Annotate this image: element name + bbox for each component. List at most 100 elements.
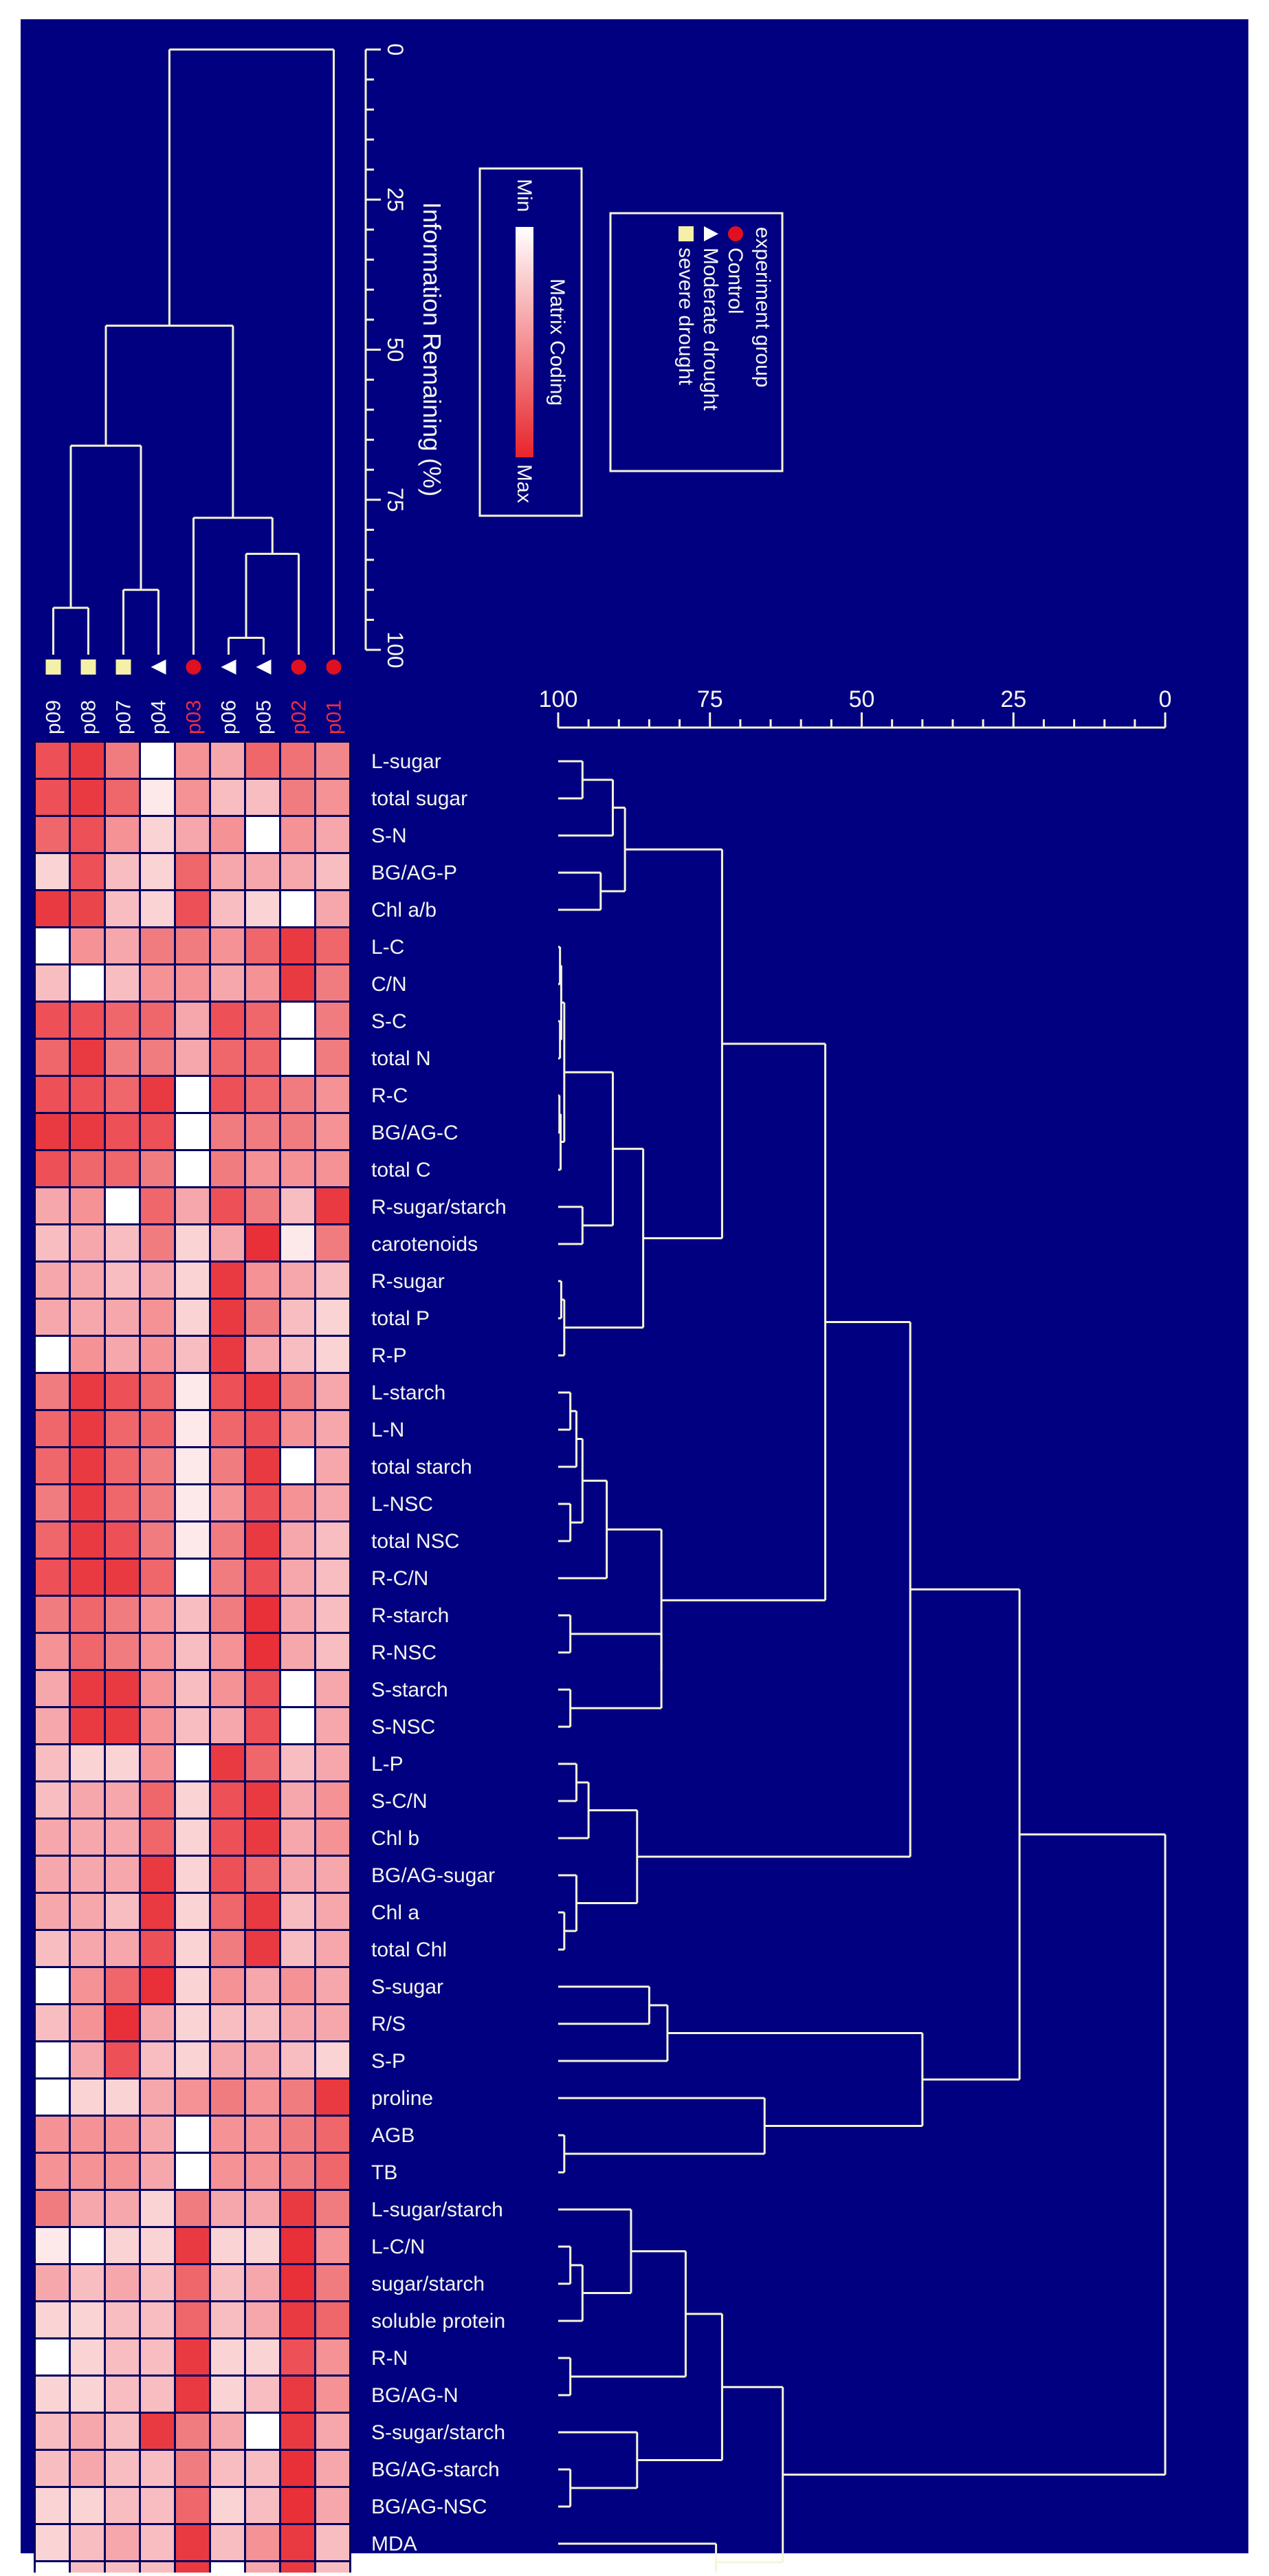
heatmap-cell (106, 2042, 139, 2077)
heatmap-cell (211, 1560, 244, 1595)
heatmap-cell (141, 1448, 174, 1483)
heatmap-cell (141, 780, 174, 815)
heatmap-cell (71, 2377, 104, 2412)
heatmap-cell (141, 1820, 174, 1855)
row-label: L-NSC (371, 1493, 433, 1516)
heatmap-cell (246, 1077, 279, 1112)
heatmap-cell (71, 1968, 104, 2003)
heatmap-cell (141, 2154, 174, 2189)
heatmap-cell (36, 1188, 69, 1223)
heatmap-cell (211, 1931, 244, 1966)
heatmap-cell (246, 1411, 279, 1446)
heatmap-cell (106, 1522, 139, 1558)
row-axis-tick-label: 0 (1159, 686, 1172, 712)
heatmap-cell (176, 1374, 209, 1409)
heatmap-cell (106, 2228, 139, 2263)
heatmap-cell (281, 1894, 314, 1929)
group-legend-title: experiment group (751, 227, 774, 387)
heatmap-cell (211, 1114, 244, 1149)
heatmap-cell (71, 2414, 104, 2449)
heatmap-cell (211, 891, 244, 926)
column-label: p02 (288, 700, 311, 734)
heatmap-cell (211, 1003, 244, 1038)
severe-marker (80, 659, 96, 675)
row-label: TB (371, 2161, 397, 2184)
heatmap-cell (106, 2080, 139, 2115)
heatmap-cell (211, 1597, 244, 1632)
heatmap-cell (211, 1745, 244, 1780)
heatmap-cell (316, 2414, 349, 2449)
row-label: AGB (371, 2124, 415, 2147)
heatmap-cell (141, 965, 174, 1001)
heatmap-cell (281, 743, 314, 778)
row-label: R-C (371, 1084, 408, 1107)
heatmap-cell (106, 2154, 139, 2189)
heatmap-cell (36, 928, 69, 963)
row-label: R-starch (371, 1604, 449, 1627)
column-label: p06 (218, 700, 241, 734)
heatmap-cell (106, 928, 139, 963)
heatmap-cell (36, 2228, 69, 2263)
heatmap-cell (141, 1671, 174, 1706)
heatmap-cell (246, 1263, 279, 1298)
heatmap-cell (211, 1077, 244, 1112)
heatmap-cell (246, 891, 279, 926)
heatmap-cell (316, 2228, 349, 2263)
heatmap-cell (71, 1857, 104, 1892)
heatmap-cell (316, 891, 349, 926)
heatmap-cell (141, 2191, 174, 2226)
heatmap-cell (211, 1708, 244, 1743)
heatmap-cell (106, 1411, 139, 1446)
heatmap-cell (36, 1411, 69, 1446)
group-legend-box (609, 212, 784, 472)
heatmap-cell (36, 1225, 69, 1260)
heatmap-cell (36, 1560, 69, 1595)
heatmap-cell (106, 2562, 139, 2576)
heatmap-cell (36, 1671, 69, 1706)
group-legend-label: severe drought (674, 248, 697, 386)
heatmap-cell (36, 854, 69, 889)
heatmap-cell (316, 1745, 349, 1780)
group-legend-label: Control (724, 248, 747, 314)
heatmap-cell (211, 1634, 244, 1669)
heatmap-cell (316, 2488, 349, 2523)
heatmap-cell (36, 1782, 69, 1818)
heatmap-cell (176, 817, 209, 852)
coding-min-label: Min (513, 179, 536, 212)
heatmap-cell (36, 1857, 69, 1892)
heatmap-cell (281, 891, 314, 926)
heatmap-cell (71, 2042, 104, 2077)
heatmap-cell (211, 1968, 244, 2003)
heatmap-cell (316, 1931, 349, 1966)
heatmap-cell (176, 2302, 209, 2337)
heatmap-cell (281, 1597, 314, 1632)
heatmap-cell (106, 1634, 139, 1669)
heatmap-cell (211, 2080, 244, 2115)
row-axis-tick-label: 25 (1000, 686, 1026, 712)
heatmap-cell (36, 1968, 69, 2003)
heatmap-cell (211, 1263, 244, 1298)
heatmap-cell (281, 928, 314, 963)
heatmap-cell (106, 2525, 139, 2560)
heatmap-cell (246, 2525, 279, 2560)
heatmap-cell (71, 1114, 104, 1149)
heatmap-cell (71, 2154, 104, 2189)
column-label: p08 (78, 700, 100, 734)
heatmap-cell (281, 1708, 314, 1743)
row-label: SOD (371, 2570, 416, 2573)
row-label: BG/AG-sugar (371, 1864, 495, 1887)
row-label: L-N (371, 1419, 404, 1441)
heatmap-cell (211, 1782, 244, 1818)
heatmap-cell (71, 2265, 104, 2300)
heatmap-cell (246, 2562, 279, 2576)
heatmap-cell (211, 2005, 244, 2040)
heatmap-cell (211, 2525, 244, 2560)
heatmap-cell (71, 1040, 104, 1075)
row-label: R-P (371, 1344, 407, 1367)
heatmap-cell (316, 2562, 349, 2576)
heatmap-cell (106, 1040, 139, 1075)
heatmap-cell (281, 2302, 314, 2337)
heatmap-cell (211, 1894, 244, 1929)
row-label: total C (371, 1159, 431, 1181)
